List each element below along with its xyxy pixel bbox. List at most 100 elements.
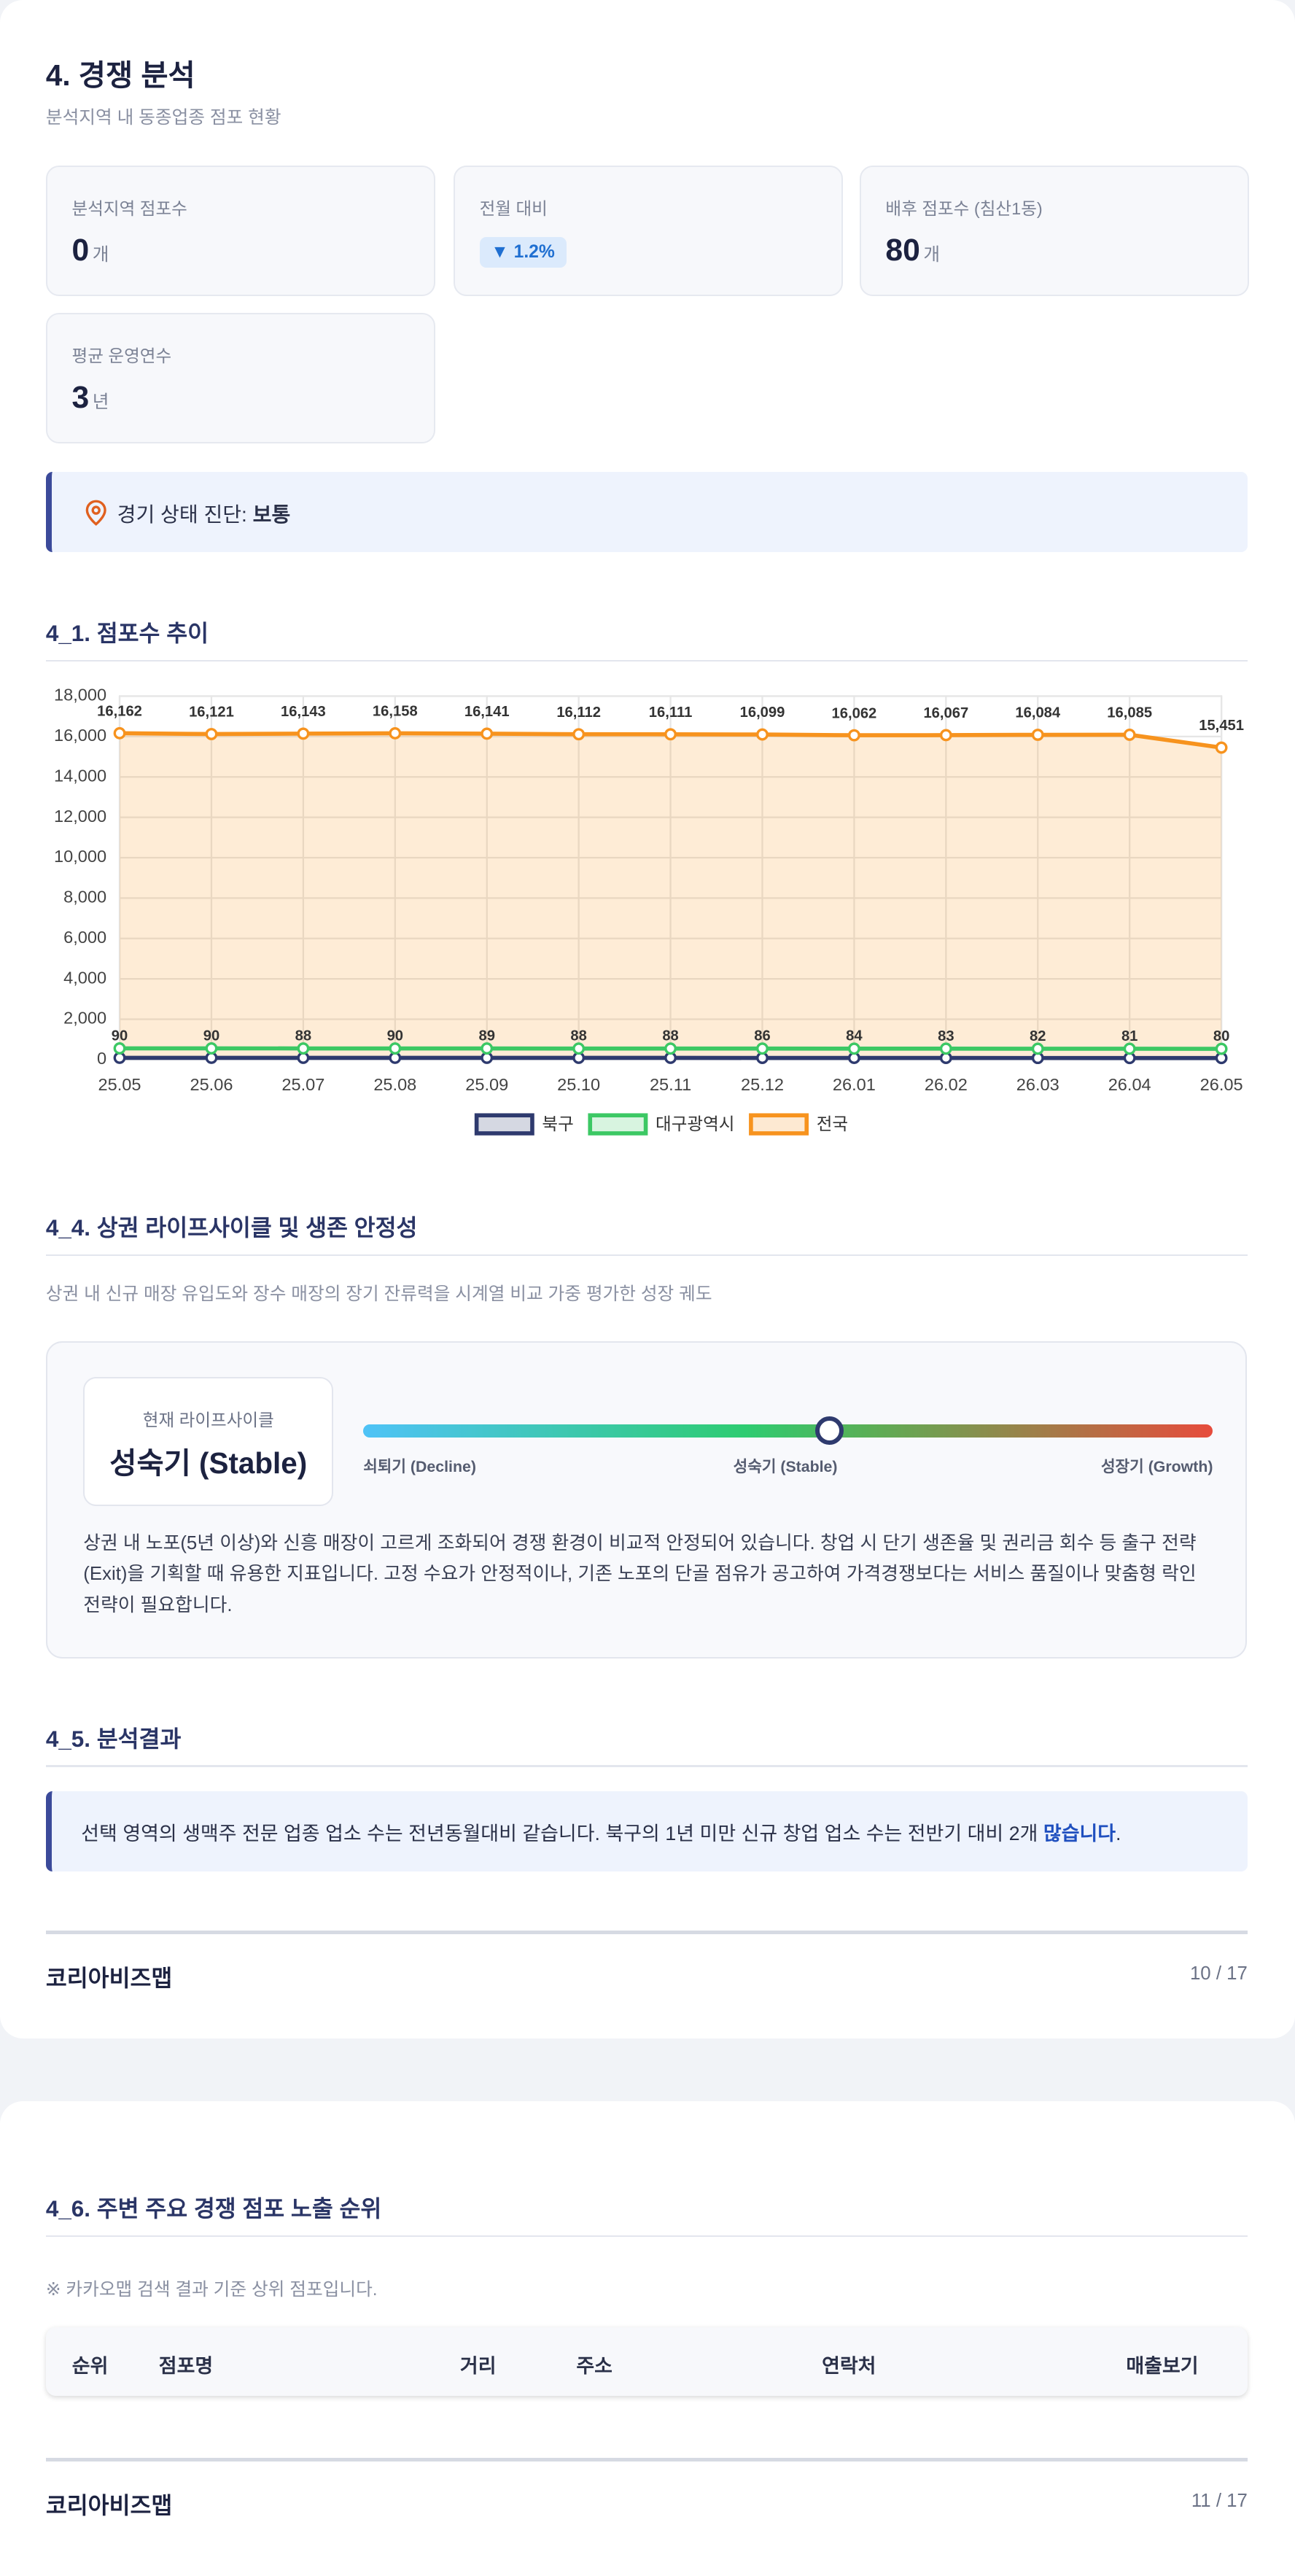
lifecycle-marker — [815, 1416, 844, 1445]
x-tick-label: 26.05 — [1199, 1075, 1242, 1094]
divider — [46, 660, 1248, 662]
stage-label: 성숙기 (Stable) — [734, 1454, 838, 1477]
legend-label: 대구광역시 — [656, 1114, 734, 1133]
point — [114, 728, 124, 737]
point — [758, 729, 767, 739]
store-trend-chart: 02,0004,0006,0008,00010,00012,00014,0001… — [46, 680, 1257, 1147]
point — [1032, 730, 1042, 740]
data-label: 82 — [1030, 1028, 1046, 1044]
stat-unit: 개 — [923, 245, 940, 265]
data-label: 88 — [662, 1028, 678, 1044]
data-label: 16,143 — [281, 704, 326, 720]
data-label: 16,085 — [1107, 705, 1152, 721]
y-tick-label: 0 — [97, 1049, 106, 1068]
section-subtitle: 분석지역 내 동종업종 점포 현황 — [46, 103, 281, 129]
point — [574, 729, 583, 739]
point — [482, 729, 491, 738]
change-badge: ▼ 1.2% — [480, 237, 567, 267]
y-tick-label: 8,000 — [63, 887, 106, 906]
pin-icon — [85, 500, 107, 526]
diagnosis-value: 보통 — [253, 503, 291, 526]
point — [666, 1044, 675, 1053]
footer-brand: 코리아비즈맵 — [46, 1960, 172, 1993]
diagnosis-text: 경기 상태 진단: 보통 — [117, 498, 291, 528]
ranking-note: ※ 카카오맵 검색 결과 기준 상위 점포입니다. — [46, 2275, 378, 2301]
data-label: 89 — [478, 1028, 494, 1044]
point — [390, 1044, 400, 1053]
diagnosis-label: 경기 상태 진단: — [117, 503, 247, 526]
data-label: 81 — [1121, 1028, 1138, 1044]
data-label: 16,162 — [97, 703, 142, 719]
result-end: . — [1116, 1823, 1121, 1844]
legend-swatch — [476, 1115, 532, 1133]
x-tick-label: 25.12 — [741, 1075, 784, 1094]
y-tick-label: 16,000 — [54, 726, 106, 745]
data-label: 80 — [1213, 1028, 1229, 1044]
page-number: 11 / 17 — [1191, 2491, 1248, 2512]
data-label: 15,451 — [1199, 718, 1244, 734]
result-text: 선택 영역의 생맥주 전문 업종 업소 수는 전년동월대비 같습니다. 북구의 … — [81, 1817, 1121, 1846]
stat-label: 평균 운영연수 — [72, 342, 172, 367]
point — [1124, 1044, 1134, 1053]
column-header: 거리 — [460, 2350, 497, 2378]
y-tick-label: 4,000 — [63, 968, 106, 987]
legend-label: 북구 — [542, 1114, 573, 1133]
area — [120, 733, 1221, 1060]
lifecycle-subtitle: 상권 내 신규 매장 유입도와 장수 매장의 장기 잔류력을 시계열 비교 가중… — [46, 1279, 712, 1306]
data-label: 83 — [938, 1028, 954, 1044]
down-icon: ▼ — [491, 242, 508, 262]
stat-number: 3 — [72, 380, 90, 415]
divider — [46, 1765, 1248, 1766]
lifecycle-description: 상권 내 노포(5년 이상)와 신흥 매장이 고르게 조화되어 경쟁 환경이 비… — [83, 1528, 1213, 1621]
column-header: 주소 — [576, 2350, 612, 2378]
stage-label: 쇠퇴기 (Decline) — [363, 1454, 476, 1477]
divider — [46, 1254, 1248, 1256]
point — [941, 730, 950, 740]
point — [390, 729, 400, 738]
x-tick-label: 26.01 — [833, 1075, 876, 1094]
y-tick-label: 12,000 — [54, 807, 106, 826]
x-tick-label: 26.04 — [1108, 1075, 1151, 1094]
stat-number: 80 — [885, 233, 919, 268]
y-tick-label: 18,000 — [54, 685, 106, 704]
data-label: 16,158 — [373, 703, 418, 719]
data-label: 16,121 — [189, 704, 234, 720]
data-label: 84 — [846, 1028, 863, 1044]
stage-label: 성장기 (Growth) — [1101, 1454, 1213, 1477]
footer-brand: 코리아비즈맵 — [46, 2488, 172, 2521]
result-title: 4_5. 분석결과 — [46, 1721, 182, 1754]
legend-swatch — [590, 1115, 645, 1133]
divider — [46, 2235, 1248, 2237]
footer-rule — [46, 2458, 1248, 2461]
page-number: 10 / 17 — [1190, 1963, 1248, 1985]
point — [1216, 742, 1226, 752]
data-label: 16,111 — [649, 705, 693, 721]
lifecycle-bar — [363, 1424, 1213, 1438]
legend-label: 전국 — [817, 1114, 848, 1133]
result-highlight: 많습니다 — [1043, 1823, 1116, 1844]
stat-label: 전월 대비 — [480, 195, 548, 220]
diagnosis-box: 경기 상태 진단: 보통 — [46, 472, 1248, 552]
point — [666, 729, 675, 739]
point — [1124, 730, 1134, 740]
current-stage: 성숙기 (Stable) — [85, 1439, 332, 1482]
ranking-table-header: 순위 점포명 거리 주소 연락처 매출보기 — [46, 2327, 1248, 2396]
stat-number: 0 — [72, 233, 90, 268]
data-label: 16,084 — [1015, 705, 1061, 721]
ranking-title: 4_6. 주변 주요 경쟁 점포 노출 순위 — [46, 2191, 381, 2224]
stat-label: 배후 점포수 (침산1동) — [885, 195, 1042, 220]
column-header: 매출보기 — [1126, 2350, 1198, 2378]
current-stage-card: 현재 라이프사이클 성숙기 (Stable) — [83, 1377, 333, 1506]
x-tick-label: 25.11 — [650, 1075, 691, 1094]
x-tick-label: 25.05 — [98, 1075, 141, 1094]
point — [849, 730, 859, 740]
column-header: 순위 — [72, 2350, 109, 2378]
x-tick-label: 25.07 — [281, 1075, 324, 1094]
point — [1216, 1044, 1226, 1053]
